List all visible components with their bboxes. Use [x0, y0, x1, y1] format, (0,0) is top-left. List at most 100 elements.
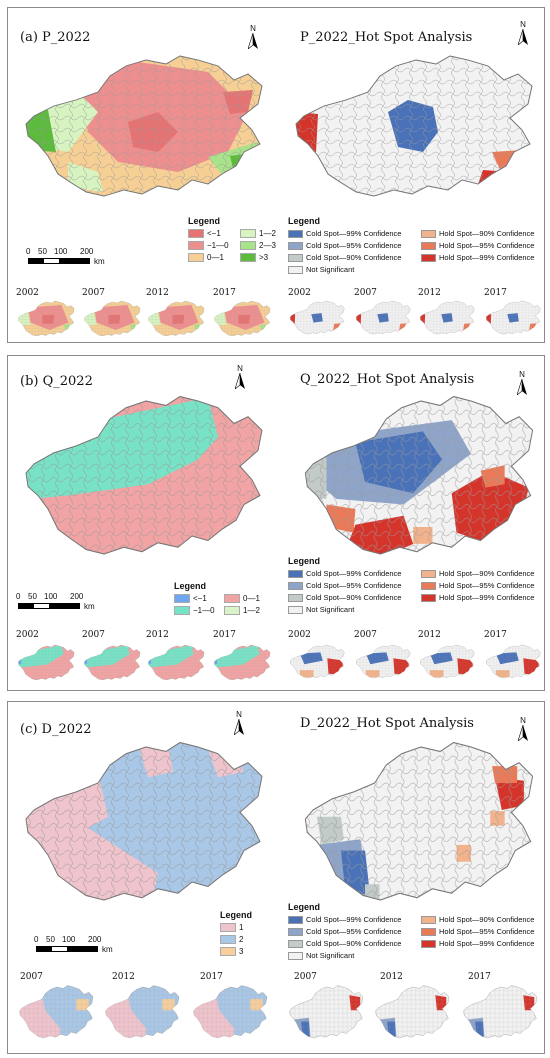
mini-map [420, 300, 475, 335]
hs-legend-hot95: Hold Spot—95% Confidence [421, 927, 534, 936]
p-legend-item: 0—1 [188, 253, 224, 262]
p-legend-item: −1—0 [188, 241, 229, 250]
hs-legend-hot90: Hold Spot—90% Confidence [421, 229, 534, 238]
hs-legend-notsig: Not Significant [288, 605, 354, 614]
mini-map [289, 985, 364, 1039]
hs-legend-cold90: Cold Spot—90% Confidence [288, 939, 401, 948]
d-2022-map [25, 741, 263, 901]
p-legend-title: Legend [188, 216, 221, 226]
panel-c-hotspot-title: D_2022_Hot Spot Analysis [300, 716, 474, 731]
q-legend-title: Legend [174, 581, 207, 591]
mini-map [148, 644, 205, 681]
year-label: 2007 [82, 630, 105, 640]
year-label: 2012 [146, 630, 169, 640]
panel-c: (c) D_2022 N D_2022_Hot Spot Analysis N … [7, 701, 545, 1054]
hs-legend-hot95: Hold Spot—95% Confidence [421, 241, 534, 250]
hs-legend-hot95: Hold Spot—95% Confidence [421, 581, 534, 590]
hs-legend-cold95: Cold Spot—95% Confidence [288, 581, 401, 590]
p-legend-item: 2—3 [240, 241, 276, 250]
d-legend-item: 1 [220, 923, 243, 932]
year-label: 2017 [484, 288, 507, 298]
north-arrow-icon: N [515, 370, 529, 395]
hs-legend-cold99: Cold Spot—99% Confidence [288, 569, 401, 578]
mini-map [18, 300, 75, 337]
hotspot-legend-title: Legend [288, 216, 321, 226]
scale-bar: 0 50 100 200 km [26, 247, 105, 266]
p-2022-map [25, 55, 263, 197]
mini-map [486, 300, 541, 335]
panel-b-hotspot-title: Q_2022_Hot Spot Analysis [300, 372, 475, 387]
year-label: 2012 [380, 972, 403, 982]
scale-bar: 0 50 100 200 km [16, 592, 95, 611]
year-label: 2007 [294, 972, 317, 982]
year-label: 2007 [82, 288, 105, 298]
mini-map [356, 300, 411, 335]
hs-legend-hot99: Hold Spot—99% Confidence [421, 593, 534, 602]
panel-b-title: (b) Q_2022 [20, 374, 93, 389]
p-legend-item: >3 [240, 253, 268, 262]
q-2022-map [25, 395, 263, 555]
panel-c-title: (c) D_2022 [20, 722, 92, 737]
mini-map [19, 985, 94, 1039]
scale-bar: 0 50 100 200 km [34, 935, 113, 954]
mini-map [148, 300, 205, 337]
year-label: 2012 [418, 288, 441, 298]
p-legend-item: <−1 [188, 229, 221, 238]
mini-map [105, 985, 180, 1039]
p-legend-item: 1—2 [240, 229, 276, 238]
mini-map [84, 300, 141, 337]
q-legend-item: −1—0 [174, 606, 215, 615]
hs-legend-cold95: Cold Spot—95% Confidence [288, 927, 401, 936]
q-hotspot-map [304, 395, 534, 555]
mini-map [290, 644, 345, 679]
year-label: 2002 [288, 630, 311, 640]
year-label: 2017 [484, 630, 507, 640]
hs-legend-cold99: Cold Spot—99% Confidence [288, 229, 401, 238]
year-label: 2017 [200, 972, 223, 982]
q-legend-item: 0—1 [224, 594, 260, 603]
mini-map [18, 644, 75, 681]
mini-map [290, 300, 345, 335]
mini-map [193, 985, 268, 1039]
hotspot-legend-title: Legend [288, 902, 321, 912]
panel-a: (a) P_2022 N P_2022_Hot Spot Analysis N … [7, 7, 545, 343]
north-arrow-icon: N [516, 716, 530, 741]
year-label: 2012 [112, 972, 135, 982]
mini-map [84, 644, 141, 681]
hs-legend-cold95: Cold Spot—95% Confidence [288, 241, 401, 250]
mini-map [486, 644, 541, 679]
year-label: 2002 [16, 288, 39, 298]
year-label: 2012 [146, 288, 169, 298]
north-arrow-icon: N [246, 24, 260, 49]
year-label: 2017 [468, 972, 491, 982]
hs-legend-hot99: Hold Spot—99% Confidence [421, 253, 534, 262]
q-legend-item: 1—2 [224, 606, 260, 615]
d-legend-item: 3 [220, 947, 243, 956]
panel-b: (b) Q_2022 N Q_2022_Hot Spot Analysis N … [7, 355, 545, 691]
p-hotspot-map [295, 55, 533, 197]
mini-map [214, 644, 271, 681]
mini-map [375, 985, 450, 1039]
year-label: 2002 [16, 630, 39, 640]
hs-legend-hot90: Hold Spot—90% Confidence [421, 569, 534, 578]
hs-legend-hot90: Hold Spot—90% Confidence [421, 915, 534, 924]
d-legend-title: Legend [220, 910, 253, 920]
year-label: 2002 [288, 288, 311, 298]
hs-legend-notsig: Not Significant [288, 951, 354, 960]
hs-legend-cold90: Cold Spot—90% Confidence [288, 593, 401, 602]
hs-legend-cold90: Cold Spot—90% Confidence [288, 253, 401, 262]
mini-map [420, 644, 475, 679]
mini-map [463, 985, 538, 1039]
year-label: 2007 [354, 630, 377, 640]
hotspot-legend-title: Legend [288, 556, 321, 566]
year-label: 2017 [213, 630, 236, 640]
hs-legend-cold99: Cold Spot—99% Confidence [288, 915, 401, 924]
north-arrow-icon: N [233, 364, 247, 389]
year-label: 2017 [213, 288, 236, 298]
hs-legend-hot99: Hold Spot—99% Confidence [421, 939, 534, 948]
d-legend-item: 2 [220, 935, 243, 944]
mini-map [214, 300, 271, 337]
year-label: 2007 [20, 972, 43, 982]
mini-map [356, 644, 411, 679]
panel-a-hotspot-title: P_2022_Hot Spot Analysis [300, 30, 473, 45]
